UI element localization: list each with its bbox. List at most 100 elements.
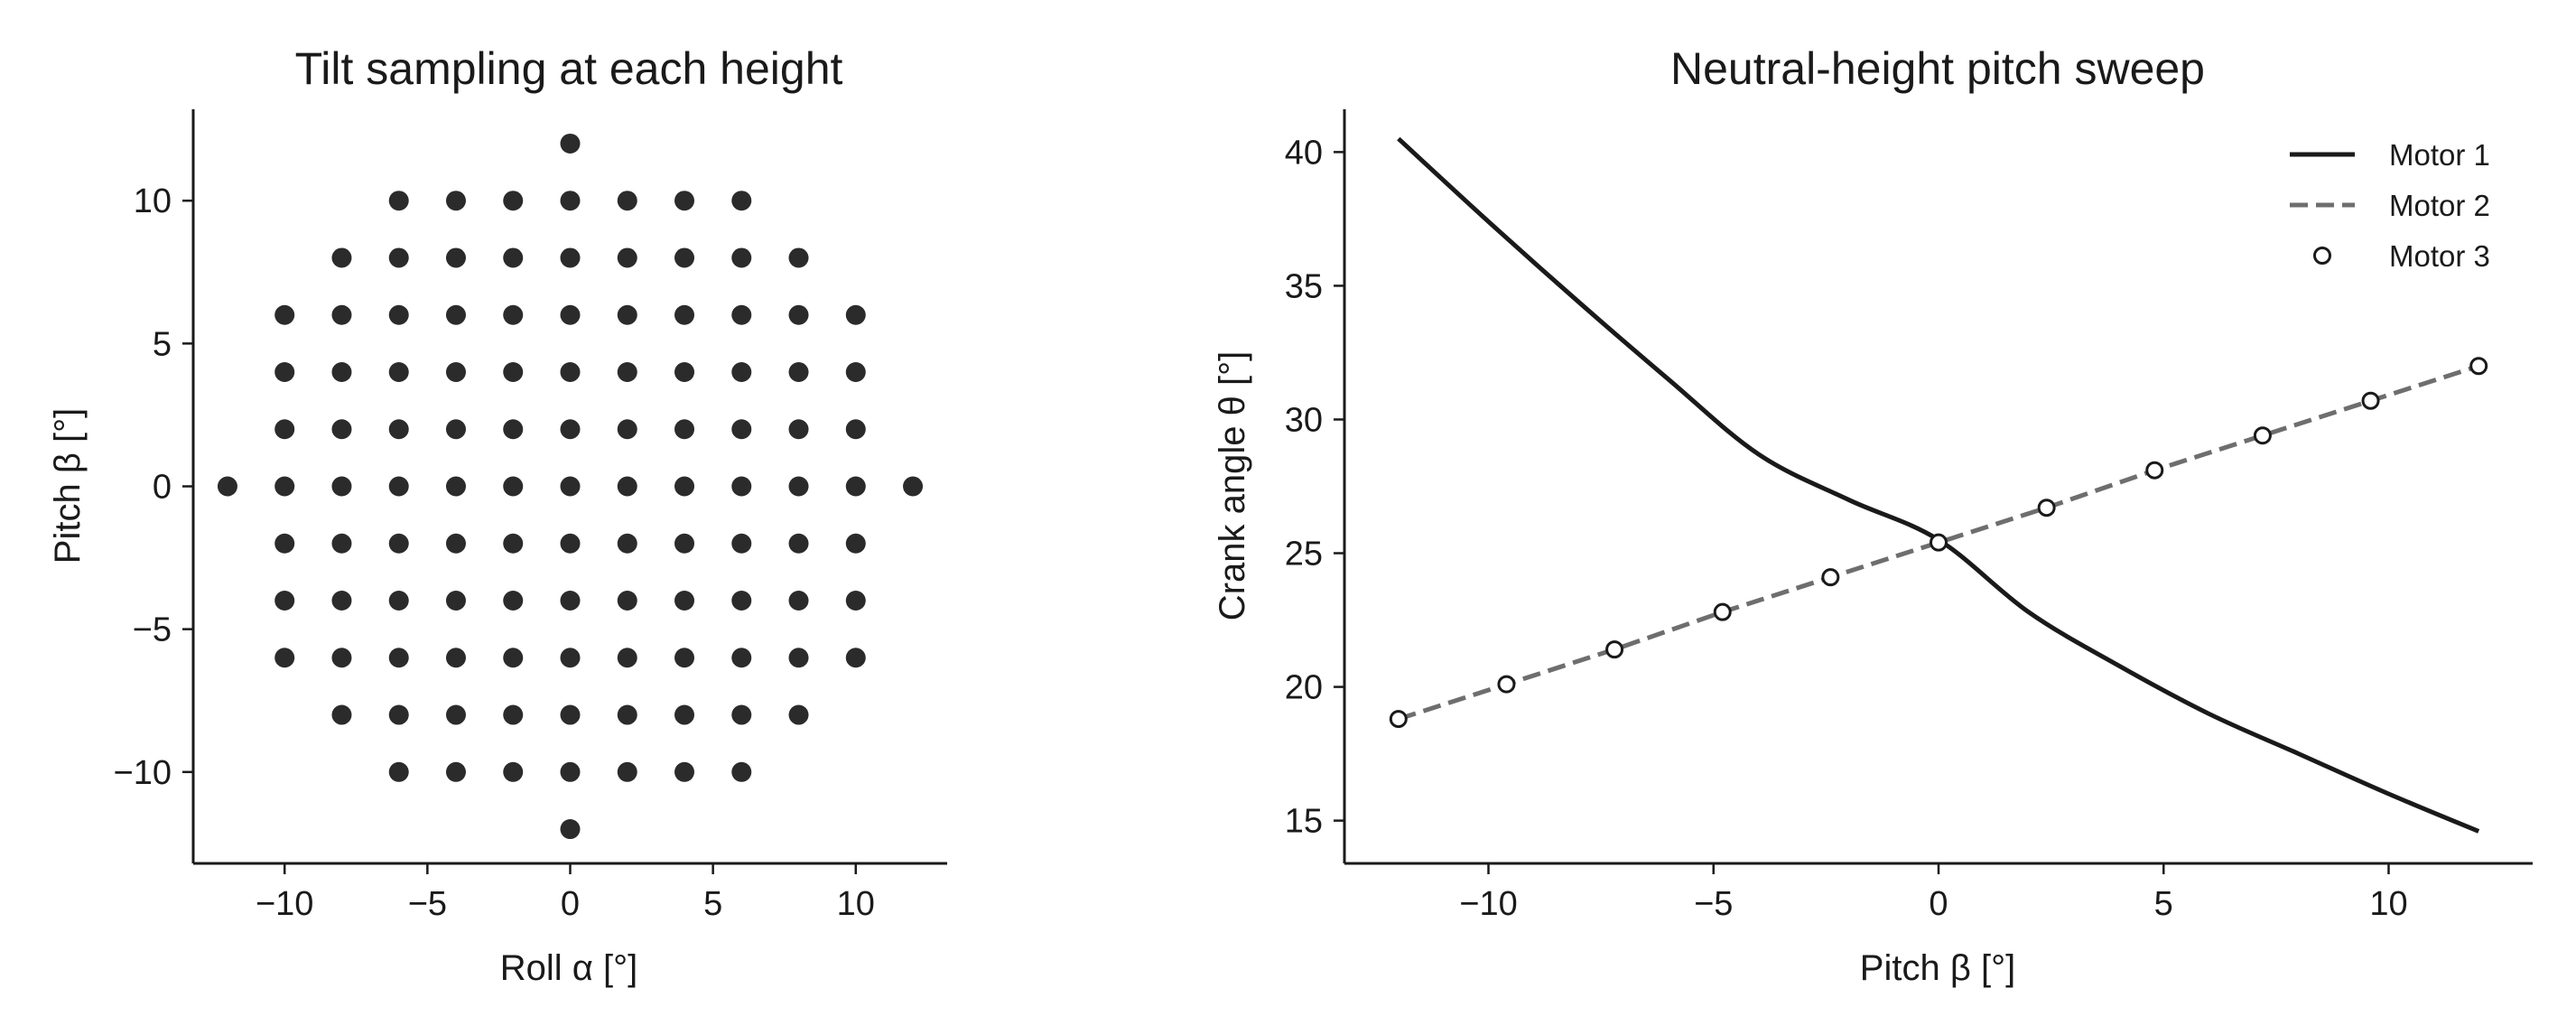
y-tick-label: −5: [133, 611, 172, 649]
scatter-point: [845, 591, 866, 611]
series-marker-motor-3: [2145, 461, 2164, 480]
x-tick-label: 0: [561, 885, 580, 923]
scatter-point: [445, 591, 466, 611]
pitch-sweep-panel: Neutral-height pitch sweep Pitch β [°] C…: [1213, 43, 2533, 988]
series-marker-motor-3: [1930, 533, 1948, 552]
scatter-point: [445, 361, 466, 382]
scatter-point: [331, 591, 352, 611]
scatter-point: [674, 419, 695, 440]
scatter-point: [674, 304, 695, 325]
scatter-point: [845, 476, 866, 497]
series-marker-motor-3: [2253, 426, 2272, 445]
scatter-point: [445, 533, 466, 554]
scatter-point: [788, 648, 809, 668]
scatter-point: [388, 247, 409, 268]
scatter-point: [560, 191, 581, 211]
scatter-point: [388, 533, 409, 554]
scatter-point: [445, 704, 466, 725]
y-tick-label: 30: [1285, 401, 1323, 439]
scatter-point: [674, 704, 695, 725]
y-tick-label: 10: [134, 182, 172, 220]
series-marker-motor-3: [1713, 602, 1732, 621]
series-marker-motor-3: [1605, 640, 1624, 659]
scatter-point: [560, 361, 581, 382]
chart-title: Neutral-height pitch sweep: [1670, 43, 2205, 94]
x-tick-label: 5: [2154, 885, 2173, 923]
scatter-point: [503, 533, 524, 554]
scatter-point: [503, 304, 524, 325]
scatter-point: [274, 533, 295, 554]
scatter-point: [503, 361, 524, 382]
y-tick-label: 15: [1285, 803, 1323, 841]
scatter-point: [788, 476, 809, 497]
scatter-point: [674, 361, 695, 382]
series-marker-motor-3: [2469, 357, 2488, 376]
scatter-point: [331, 419, 352, 440]
scatter-point: [617, 533, 637, 554]
scatter-point: [731, 648, 752, 668]
series-marker-motor-3: [2037, 499, 2056, 518]
legend: Motor 1 Motor 2 Motor 3: [2290, 138, 2490, 273]
scatter-point: [674, 476, 695, 497]
scatter-point: [445, 304, 466, 325]
scatter-point: [445, 648, 466, 668]
y-tick-label: 35: [1285, 267, 1323, 305]
scatter-point: [731, 247, 752, 268]
series-marker-motor-3: [2361, 391, 2380, 410]
y-axis-label: Crank angle θ [°]: [1213, 351, 1252, 620]
scatter-point: [388, 361, 409, 382]
scatter-point: [617, 704, 637, 725]
scatter-point: [617, 591, 637, 611]
scatter-point: [445, 419, 466, 440]
scatter-point: [274, 304, 295, 325]
scatter-point: [674, 533, 695, 554]
scatter-point: [788, 419, 809, 440]
scatter-point: [845, 419, 866, 440]
x-tick-label: 10: [837, 885, 875, 923]
scatter-point: [788, 704, 809, 725]
scatter-point: [560, 819, 581, 840]
scatter-points: [217, 133, 924, 840]
scatter-point: [731, 191, 752, 211]
scatter-point: [674, 247, 695, 268]
scatter-point: [731, 476, 752, 497]
scatter-point: [217, 476, 237, 497]
scatter-point: [503, 761, 524, 782]
scatter-point: [331, 304, 352, 325]
scatter-point: [331, 648, 352, 668]
scatter-point: [388, 704, 409, 725]
scatter-point: [388, 761, 409, 782]
scatter-point: [788, 304, 809, 325]
scatter-point: [617, 648, 637, 668]
x-tick-label: −5: [408, 885, 447, 923]
scatter-point: [274, 419, 295, 440]
scatter-point: [331, 361, 352, 382]
scatter-point: [788, 533, 809, 554]
scatter-point: [560, 247, 581, 268]
legend-swatch-motor-3: [2313, 247, 2331, 265]
scatter-point: [331, 533, 352, 554]
scatter-point: [388, 419, 409, 440]
scatter-point: [788, 247, 809, 268]
scatter-point: [788, 591, 809, 611]
y-tick-label: 40: [1285, 134, 1323, 172]
scatter-point: [503, 247, 524, 268]
scatter-point: [503, 191, 524, 211]
x-axis-label: Roll α [°]: [500, 948, 637, 988]
scatter-point: [617, 361, 637, 382]
scatter-point: [617, 419, 637, 440]
scatter-point: [617, 247, 637, 268]
scatter-point: [560, 419, 581, 440]
scatter-point: [388, 591, 409, 611]
scatter-point: [503, 419, 524, 440]
x-tick-label: −10: [256, 885, 313, 923]
scatter-point: [617, 761, 637, 782]
series-marker-motor-3: [1821, 568, 1840, 587]
y-tick-label: 25: [1285, 536, 1323, 573]
x-tick-label: 0: [1929, 885, 1948, 923]
y-axis-label: Pitch β [°]: [48, 408, 88, 564]
scatter-point: [674, 591, 695, 611]
series-line-motor-2: [1398, 363, 2479, 722]
chart-title: Tilt sampling at each height: [295, 43, 843, 94]
series-line-motor-1: [1397, 136, 2480, 834]
